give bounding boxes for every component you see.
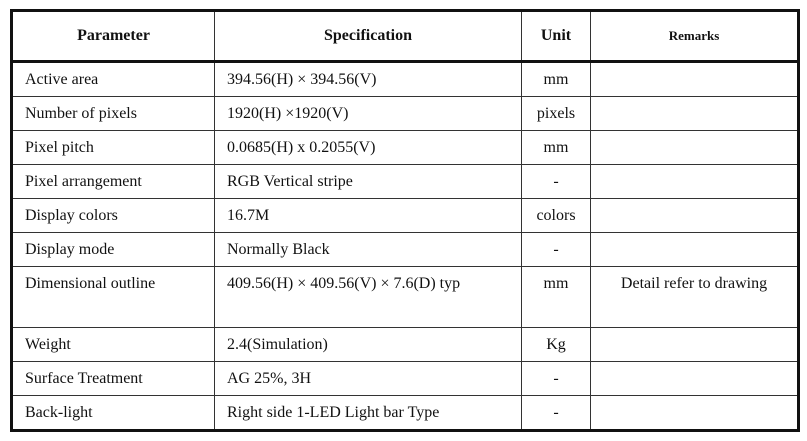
cell-remarks bbox=[590, 232, 799, 267]
cell-remarks bbox=[590, 361, 799, 396]
cell-parameter: Active area bbox=[11, 61, 215, 97]
cell-specification: AG 25%, 3H bbox=[214, 361, 522, 396]
cell-specification: 394.56(H) × 394.56(V) bbox=[214, 61, 522, 97]
cell-unit: mm bbox=[521, 266, 591, 328]
cell-parameter: Weight bbox=[11, 327, 215, 362]
cell-specification: RGB Vertical stripe bbox=[214, 164, 522, 199]
cell-specification: 409.56(H) × 409.56(V) × 7.6(D) typ bbox=[214, 266, 522, 328]
header-row: Parameter Specification Unit Remarks bbox=[11, 10, 799, 63]
cell-unit: - bbox=[521, 164, 591, 199]
header-specification: Specification bbox=[214, 10, 522, 63]
cell-remarks bbox=[590, 96, 799, 131]
cell-specification: 1920(H) ×1920(V) bbox=[214, 96, 522, 131]
cell-specification: Normally Black bbox=[214, 232, 522, 267]
table-row: Number of pixels 1920(H) ×1920(V) pixels bbox=[11, 96, 799, 131]
cell-unit: - bbox=[521, 361, 591, 396]
table-row: Dimensional outline 409.56(H) × 409.56(V)… bbox=[11, 266, 799, 328]
header-remarks: Remarks bbox=[590, 10, 799, 63]
cell-parameter: Pixel arrangement bbox=[11, 164, 215, 199]
table-row: Display mode Normally Black - bbox=[11, 232, 799, 267]
cell-remarks bbox=[590, 198, 799, 233]
cell-parameter: Surface Treatment bbox=[11, 361, 215, 396]
cell-unit: Kg bbox=[521, 327, 591, 362]
cell-specification: 0.0685(H) x 0.2055(V) bbox=[214, 130, 522, 165]
table-row: Weight 2.4(Simulation) Kg bbox=[11, 327, 799, 362]
cell-remarks bbox=[590, 130, 799, 165]
cell-parameter: Display mode bbox=[11, 232, 215, 267]
cell-specification: 2.4(Simulation) bbox=[214, 327, 522, 362]
cell-remarks bbox=[590, 164, 799, 199]
cell-parameter: Pixel pitch bbox=[11, 130, 215, 165]
cell-parameter: Back-light bbox=[11, 395, 215, 431]
cell-specification: 16.7M bbox=[214, 198, 522, 233]
cell-parameter: Dimensional outline bbox=[11, 266, 215, 328]
cell-unit: mm bbox=[521, 130, 591, 165]
cell-unit: - bbox=[521, 232, 591, 267]
spec-table: Parameter Specification Unit Remarks Act… bbox=[10, 9, 800, 432]
cell-unit: mm bbox=[521, 61, 591, 97]
table-row: Display colors 16.7M colors bbox=[11, 198, 799, 233]
cell-unit: colors bbox=[521, 198, 591, 233]
header-parameter: Parameter bbox=[11, 10, 215, 63]
table-row: Pixel arrangement RGB Vertical stripe - bbox=[11, 164, 799, 199]
table-row: Surface Treatment AG 25%, 3H - bbox=[11, 361, 799, 396]
header-unit: Unit bbox=[521, 10, 591, 63]
table-row: Back-light Right side 1-LED Light bar Typ… bbox=[11, 395, 799, 431]
cell-remarks: Detail refer to drawing bbox=[590, 266, 799, 328]
cell-unit: - bbox=[521, 395, 591, 431]
cell-unit: pixels bbox=[521, 96, 591, 131]
cell-remarks bbox=[590, 61, 799, 97]
cell-remarks bbox=[590, 395, 799, 431]
cell-remarks bbox=[590, 327, 799, 362]
cell-parameter: Number of pixels bbox=[11, 96, 215, 131]
table-row: Pixel pitch 0.0685(H) x 0.2055(V) mm bbox=[11, 130, 799, 165]
table-row: Active area 394.56(H) × 394.56(V) mm bbox=[11, 61, 799, 97]
cell-specification: Right side 1-LED Light bar Type bbox=[214, 395, 522, 431]
cell-parameter: Display colors bbox=[11, 198, 215, 233]
